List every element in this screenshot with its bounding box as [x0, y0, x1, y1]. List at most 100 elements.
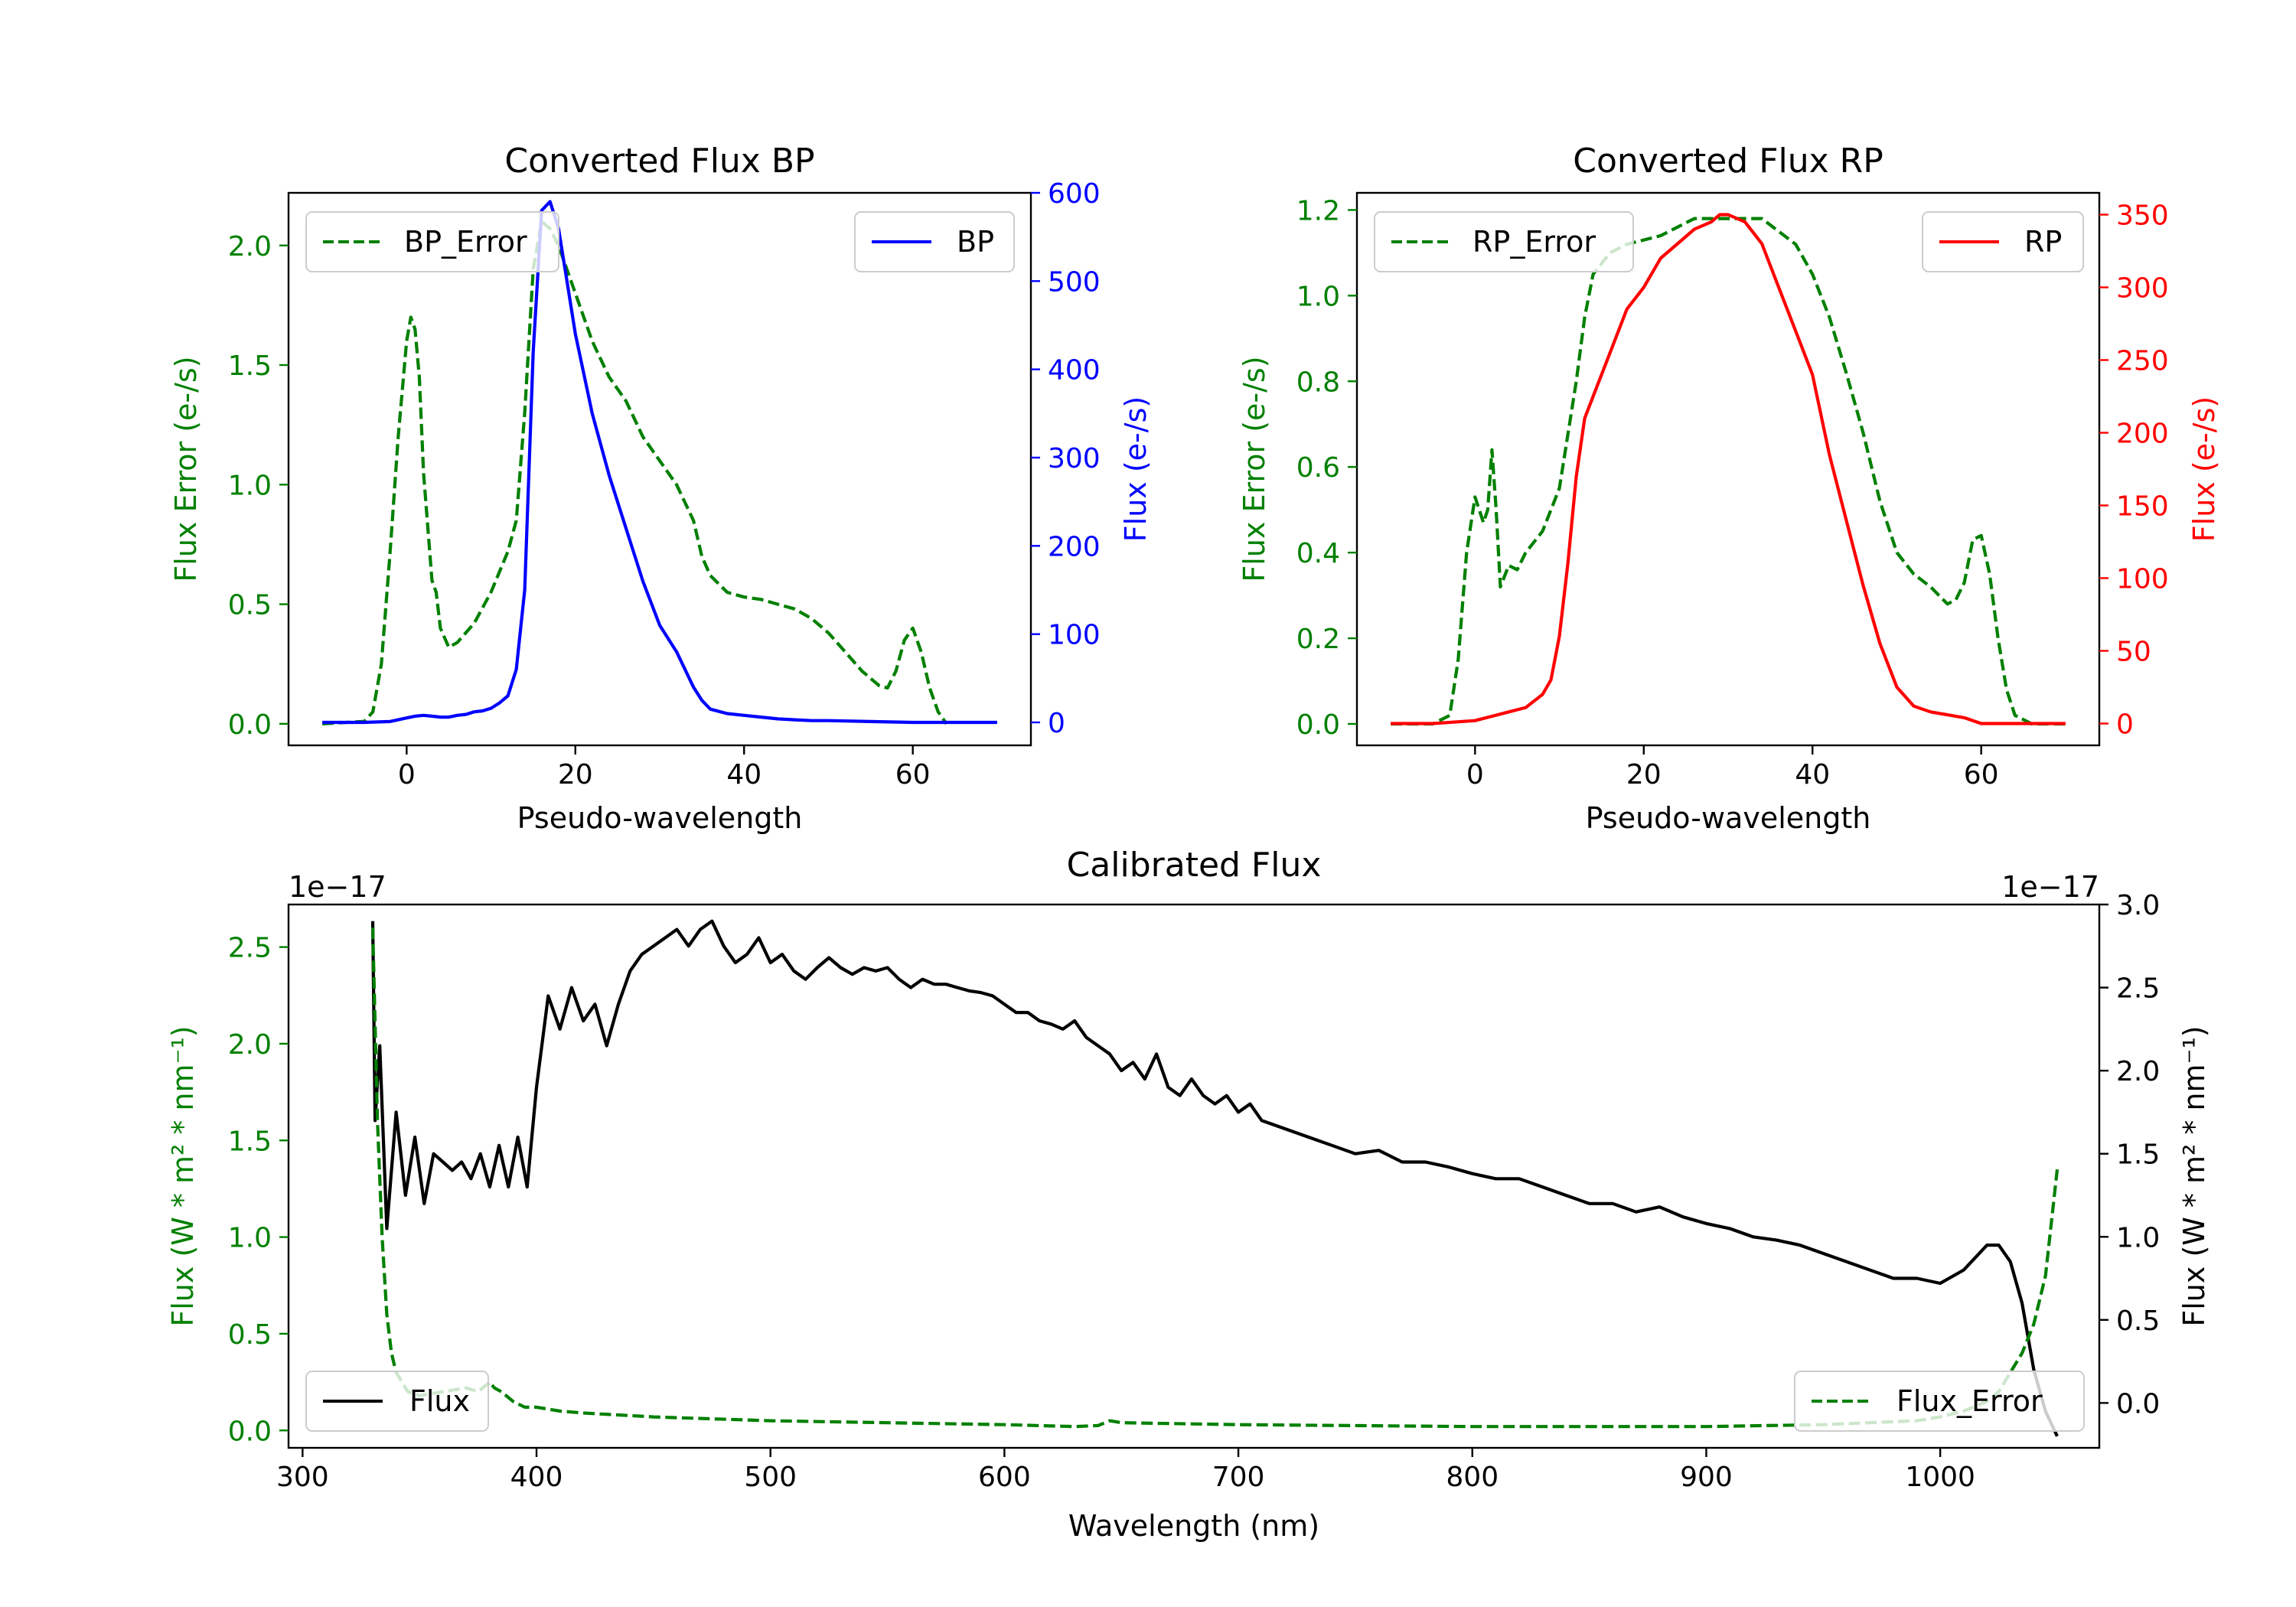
y-tick-right: 300	[2099, 273, 2169, 305]
y-tick-label-right: 150	[2116, 491, 2169, 523]
x-tick: 0	[398, 745, 416, 790]
y-axis-label-right: Flux (e-/s)	[1119, 396, 1153, 542]
x-tick-label: 700	[1212, 1462, 1265, 1493]
y-tick-label-right: 2.0	[2116, 1056, 2160, 1087]
y-tick-left: 0.0	[228, 1416, 289, 1447]
series-flux-line	[370, 919, 2059, 1437]
legend-entry: RP_Error	[1473, 225, 1596, 259]
y-tick-label-left: 1.0	[1296, 281, 1340, 312]
x-tick: 60	[895, 745, 931, 790]
y-tick-left: 0.0	[1296, 709, 1357, 741]
y-tick-label-right: 0.0	[2116, 1388, 2160, 1420]
offset-label-right: 1e−17	[2001, 870, 2099, 904]
x-tick-label: 300	[276, 1462, 329, 1493]
x-tick-label: 1000	[1905, 1462, 1975, 1493]
x-tick: 20	[1626, 745, 1662, 790]
series-rp-line	[1391, 213, 2066, 725]
y-tick-label-right: 300	[1048, 443, 1101, 474]
y-tick-left: 0.0	[228, 709, 289, 741]
y-tick-right: 0.5	[2099, 1305, 2160, 1337]
chart-title: Calibrated Flux	[1067, 846, 1322, 885]
y-tick-left: 0.5	[228, 590, 289, 621]
y-tick-label-right: 0.5	[2116, 1305, 2160, 1337]
chart-title: Converted Flux BP	[504, 142, 814, 181]
series-bp-error-line	[321, 220, 948, 725]
y-tick-right: 1.0	[2099, 1222, 2160, 1253]
legend-entry: BP_Error	[404, 225, 527, 259]
y-tick-right: 50	[2099, 637, 2151, 668]
x-tick: 20	[558, 745, 593, 790]
x-tick: 400	[510, 1448, 563, 1493]
y-tick-right: 2.0	[2099, 1056, 2160, 1087]
y-tick-right: 2.5	[2099, 973, 2160, 1005]
legend-entry: Flux	[409, 1384, 470, 1418]
x-tick-label: 40	[1795, 759, 1830, 790]
x-tick-label: 20	[1626, 759, 1662, 790]
plot-frame	[287, 191, 1032, 747]
x-tick: 1000	[1905, 1448, 1975, 1493]
y-axis-label-left: Flux Error (e-/s)	[1238, 356, 1271, 582]
y-tick-left: 0.4	[1296, 538, 1357, 569]
y-tick-right: 1.5	[2099, 1139, 2160, 1171]
x-tick-label: 40	[726, 759, 762, 790]
y-tick-label-left: 1.5	[228, 1126, 272, 1157]
series-rp-error-line	[1391, 217, 2066, 726]
y-tick-right: 0	[1031, 708, 1065, 739]
x-tick-label: 400	[510, 1462, 563, 1493]
x-tick-label: 20	[558, 759, 593, 790]
y-tick-label-left: 2.0	[228, 1029, 272, 1061]
x-axis-label: Pseudo-wavelength	[517, 801, 803, 835]
series-flux-error-line	[370, 927, 2060, 1429]
y-tick-left: 1.5	[228, 350, 289, 382]
legend-left: RP_Error	[1374, 211, 1634, 272]
y-tick-left: 1.2	[1296, 195, 1357, 227]
plot-frame	[1355, 191, 2101, 747]
y-tick-label-right: 400	[1048, 355, 1101, 386]
chart-title: Converted Flux RP	[1573, 142, 1883, 181]
legend-left: Flux	[305, 1371, 489, 1432]
y-tick-label-left: 0.6	[1296, 452, 1340, 484]
panel-rp: Converted Flux RP 0 20 40 60 0.0 0.2 0.4 0.6 0.…	[1238, 142, 2221, 835]
y-axis-label-right: Flux (e-/s)	[2187, 396, 2221, 542]
y-tick-right: 100	[1031, 620, 1101, 651]
y-tick-label-left: 0.0	[228, 1416, 272, 1447]
x-tick: 700	[1212, 1448, 1265, 1493]
y-tick-label-right: 3.0	[2116, 890, 2160, 921]
y-tick-label-left: 0.0	[1296, 709, 1340, 741]
y-tick-left: 2.0	[228, 231, 289, 262]
y-tick-label-left: 1.0	[228, 1223, 272, 1254]
y-tick-right: 350	[2099, 200, 2169, 232]
plot-frame	[287, 903, 2101, 1449]
x-axis-label: Wavelength (nm)	[1068, 1509, 1319, 1543]
y-tick-left: 2.5	[228, 933, 289, 964]
x-tick-label: 60	[895, 759, 931, 790]
y-tick-left: 0.8	[1296, 367, 1357, 398]
y-tick-label-left: 2.0	[228, 231, 272, 262]
x-tick-label: 60	[1964, 759, 1999, 790]
y-tick-right: 200	[2099, 419, 2169, 450]
y-tick-left: 0.6	[1296, 452, 1357, 484]
y-tick-right: 3.0	[2099, 890, 2160, 921]
x-tick-label: 900	[1680, 1462, 1733, 1493]
legend-entry: RP	[2024, 225, 2062, 259]
y-tick-right: 100	[2099, 564, 2169, 595]
legend-right: Flux_Error	[1794, 1371, 2085, 1432]
legend-entry: Flux_Error	[1896, 1384, 2043, 1418]
y-axis-label-left: Flux (W * m² * nm⁻¹)	[166, 1025, 200, 1326]
x-axis-label: Pseudo-wavelength	[1586, 801, 1871, 835]
y-tick-label-right: 250	[2116, 346, 2169, 377]
y-tick-right: 0	[2099, 709, 2134, 741]
y-tick-label-left: 0.5	[228, 590, 272, 621]
y-tick-label-left: 0.2	[1296, 624, 1340, 655]
x-tick: 300	[276, 1448, 329, 1493]
y-tick-label-right: 1.5	[2116, 1139, 2160, 1171]
x-tick: 60	[1964, 745, 1999, 790]
y-tick-label-right: 350	[2116, 200, 2169, 232]
y-tick-label-right: 2.5	[2116, 973, 2160, 1005]
panel-calibrated: Calibrated Flux 1e−17 1e−17 300 400 500 600…	[166, 846, 2211, 1543]
y-tick-left: 0.5	[228, 1319, 289, 1351]
y-tick-label-right: 600	[1048, 178, 1101, 210]
y-tick-label-left: 1.2	[1296, 195, 1340, 227]
y-tick-left: 1.0	[1296, 281, 1357, 312]
y-tick-left: 1.0	[228, 1223, 289, 1254]
